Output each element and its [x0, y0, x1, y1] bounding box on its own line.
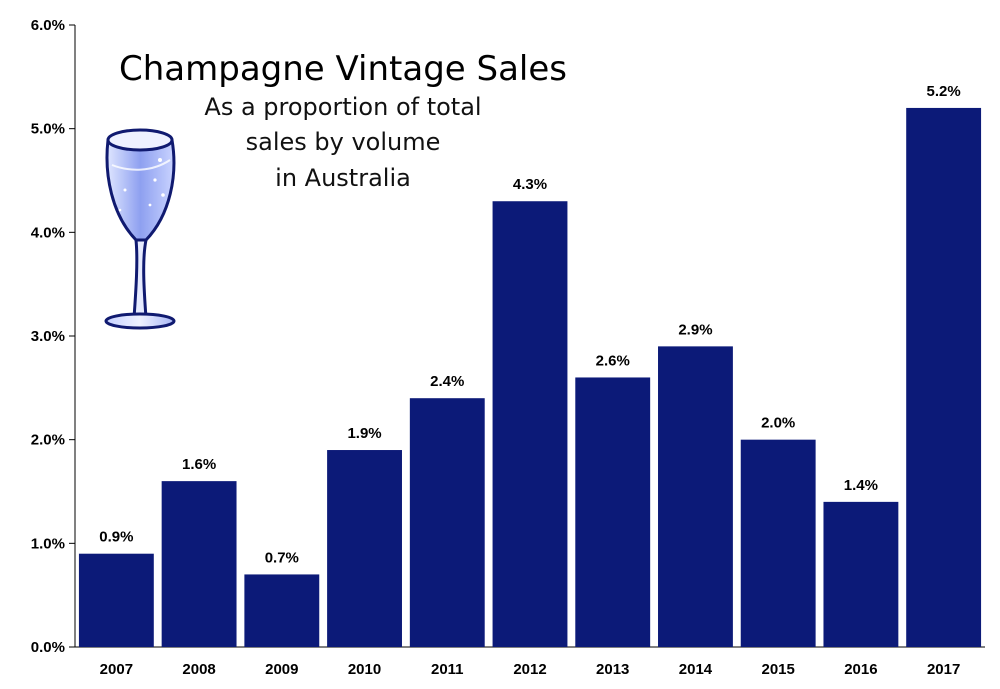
chart-subtitle-line-2: sales by volume — [246, 128, 441, 156]
x-tick-label-2008: 2008 — [182, 661, 215, 678]
y-tick-label: 2.0% — [31, 432, 65, 449]
x-tick-label-2014: 2014 — [679, 661, 713, 678]
bar-2010 — [327, 450, 402, 647]
data-label-2013: 2.6% — [596, 352, 630, 369]
x-ticks: 2007 2008 2009 2010 2011 2012 2013 2014 2015 2016… — [100, 661, 961, 678]
x-tick-label-2007: 2007 — [100, 661, 133, 678]
data-label-2017: 5.2% — [927, 83, 961, 100]
data-label-2010: 1.9% — [347, 425, 381, 442]
data-label-2007: 0.9% — [99, 529, 133, 546]
chart-title: Champagne Vintage Sales — [119, 49, 567, 89]
x-tick-label-2010: 2010 — [348, 661, 381, 678]
data-label-2014: 2.9% — [678, 321, 712, 338]
y-ticks: 0.0% 1.0% 2.0% 3.0% 4.0% 5.0% 6.0% — [31, 17, 75, 656]
chart-subtitle-line-3: in Australia — [275, 164, 411, 192]
y-tick-label: 0.0% — [31, 639, 65, 656]
data-label-2011: 2.4% — [430, 373, 464, 390]
champagne-glass-icon — [104, 128, 176, 330]
bar-2015 — [740, 439, 816, 647]
bar-2017 — [906, 107, 982, 647]
data-labels: 0.9% 1.6% 0.7% 1.9% 2.4% 4.3% 2.6% 2.9% 2.0% 1.4%… — [99, 83, 960, 567]
bar-2013 — [575, 377, 651, 647]
x-tick-label-2012: 2012 — [513, 661, 546, 678]
data-label-2015: 2.0% — [761, 415, 795, 432]
bar-2007 — [78, 553, 154, 647]
bar-2011 — [409, 398, 485, 647]
x-tick-label-2017: 2017 — [927, 661, 960, 678]
x-tick-label-2011: 2011 — [431, 661, 464, 678]
x-tick-label-2013: 2013 — [596, 661, 629, 678]
y-tick-label: 6.0% — [31, 17, 65, 34]
data-label-2008: 1.6% — [182, 456, 216, 473]
bar-2009 — [244, 574, 320, 647]
x-tick-label-2015: 2015 — [761, 661, 794, 678]
data-label-2016: 1.4% — [844, 477, 878, 494]
data-label-2012: 4.3% — [513, 176, 547, 193]
x-tick-label-2009: 2009 — [265, 661, 298, 678]
y-tick-label: 4.0% — [31, 224, 65, 241]
data-label-2009: 0.7% — [265, 549, 299, 566]
bar-2014 — [658, 346, 733, 647]
bar-2016 — [823, 501, 899, 647]
y-tick-label: 5.0% — [31, 121, 65, 138]
chart-subtitle-line-1: As a proportion of total — [204, 93, 481, 121]
x-tick-label-2016: 2016 — [844, 661, 877, 678]
bar-2012 — [492, 201, 568, 647]
y-tick-label: 3.0% — [31, 328, 65, 345]
bar-2008 — [161, 481, 237, 647]
bars — [78, 107, 982, 647]
y-tick-label: 1.0% — [31, 535, 65, 552]
